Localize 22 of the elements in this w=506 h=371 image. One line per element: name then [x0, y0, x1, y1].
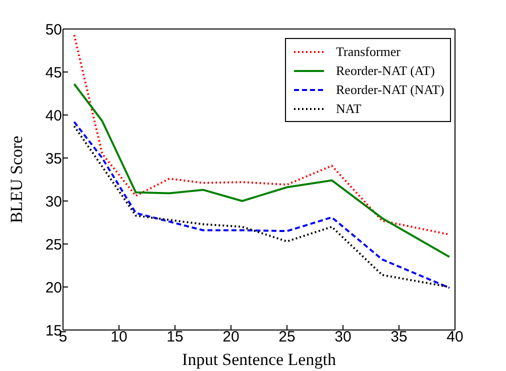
x-axis-title: Input Sentence Length: [182, 350, 336, 369]
line-series: [73, 34, 450, 236]
legend-label: Reorder-NAT (AT): [336, 62, 435, 78]
y-tick-label: 25: [45, 236, 62, 254]
x-tick-label: 35: [390, 328, 408, 346]
x-tick-label: 20: [222, 328, 240, 346]
legend-label: Reorder-NAT (NAT): [336, 82, 444, 98]
x-tick-label: 25: [278, 328, 296, 346]
x-tick-label: 30: [334, 328, 352, 346]
legend-label: NAT: [336, 100, 362, 116]
y-tick-label: 40: [45, 107, 62, 124]
y-axis-title: BLEU Score: [7, 136, 26, 224]
x-tick-label: 15: [166, 328, 184, 346]
x-tick-label: 40: [446, 328, 464, 346]
legend-label: Transformer: [336, 44, 401, 60]
y-tick-label: 20: [45, 279, 62, 296]
y-tick-label: 30: [45, 193, 62, 210]
x-tick-label: 10: [110, 328, 128, 346]
y-tick-label: 35: [45, 150, 62, 168]
line-series: [73, 83, 450, 258]
y-tick-label: 50: [45, 21, 62, 38]
y-tick-label: 45: [45, 64, 62, 82]
